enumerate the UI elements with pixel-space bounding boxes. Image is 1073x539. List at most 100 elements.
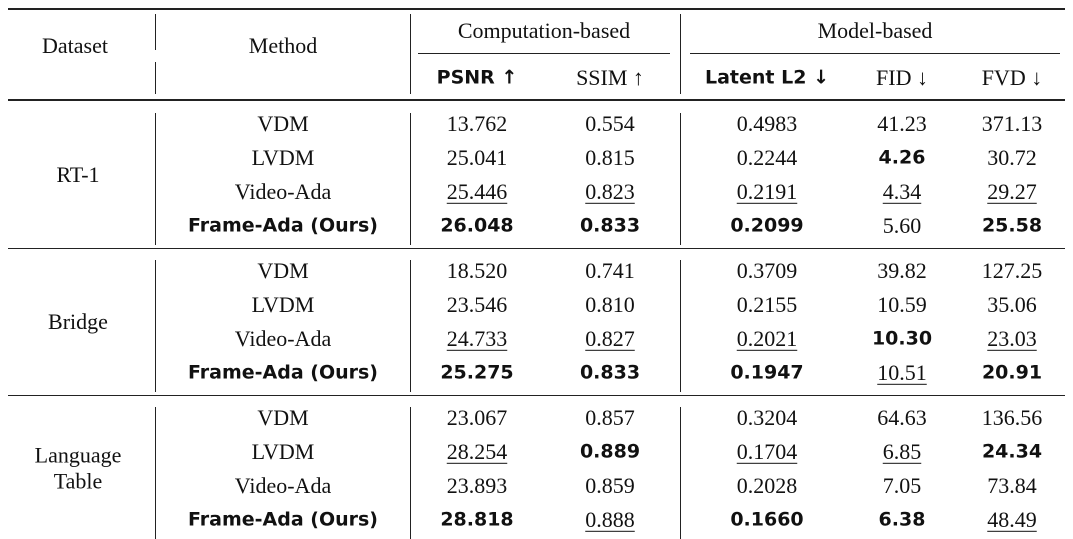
value-cell: 25.58 [981,214,1043,237]
body-vline [680,407,681,539]
value-cell: 0.810 [585,291,635,317]
method-cell: LVDM [251,291,315,317]
value-cell: 10.30 [871,327,933,350]
value-cell: 0.1704 [736,438,798,464]
metric-header: SSIM ↑ [576,64,644,90]
dataset-cell: RT-1 [56,161,100,187]
value-cell: 13.762 [446,110,508,136]
value-cell: 0.4983 [736,110,798,136]
value-cell: 20.91 [981,361,1043,384]
body-vline [410,113,411,245]
group-underline [690,53,1060,54]
value-cell: 5.60 [882,212,922,238]
body-vline [155,407,156,539]
value-cell: 0.2191 [736,178,798,204]
value-cell: 25.275 [440,361,514,384]
body-vline [680,113,681,245]
value-cell: 0.823 [585,178,635,204]
value-cell: 30.72 [987,144,1037,170]
value-cell: 0.1947 [730,361,804,384]
value-cell: 23.03 [987,325,1037,351]
value-cell: 24.733 [446,325,508,351]
header-cell: Dataset [42,32,108,58]
value-cell: 136.56 [981,404,1043,430]
value-cell: 0.857 [585,404,635,430]
method-cell: Video-Ada [234,472,332,498]
metric-header: FID ↓ [876,64,928,90]
value-cell: 127.25 [981,257,1043,283]
method-cell: VDM [257,257,309,283]
metric-header: FVD ↓ [981,64,1043,90]
value-cell: 0.741 [585,257,635,283]
value-cell: 0.554 [585,110,635,136]
value-cell: 0.2244 [736,144,798,170]
value-cell: 6.38 [878,508,926,531]
value-cell: 41.23 [877,110,927,136]
method-cell: VDM [257,110,309,136]
value-cell: 73.84 [987,472,1037,498]
value-cell: 0.833 [579,214,641,237]
method-cell: Frame-Ada (Ours) [188,361,378,384]
body-vline [410,260,411,392]
method-cell: LVDM [251,438,315,464]
body-vline [410,407,411,539]
value-cell: 0.3709 [736,257,798,283]
value-cell: 64.63 [877,404,927,430]
value-cell: 23.893 [446,472,508,498]
value-cell: 0.888 [585,506,635,532]
body-vline [680,260,681,392]
value-cell: 25.041 [446,144,508,170]
value-cell: 4.34 [882,178,922,204]
method-cell: Video-Ada [234,325,332,351]
value-cell: 0.815 [585,144,635,170]
group-header: Model-based [817,17,933,43]
value-cell: 0.833 [579,361,641,384]
value-cell: 7.05 [882,472,922,498]
value-cell: 4.26 [878,146,926,169]
metric-header: PSNR ↑ [436,66,518,89]
value-cell: 48.49 [987,506,1037,532]
method-cell: Frame-Ada (Ours) [188,214,378,237]
value-cell: 0.2155 [736,291,798,317]
header-vline [155,62,156,94]
value-cell: 35.06 [987,291,1037,317]
value-cell: 0.2021 [736,325,798,351]
value-cell: 25.446 [446,178,508,204]
dataset-cell: Language Table [34,442,122,494]
top-rule [8,8,1065,10]
header-rule [8,99,1065,101]
header-vline [680,14,681,94]
value-cell: 29.27 [987,178,1037,204]
header-vline [410,14,411,94]
value-cell: 18.520 [446,257,508,283]
value-cell: 0.859 [585,472,635,498]
body-vline [155,113,156,245]
value-cell: 0.1660 [730,508,804,531]
value-cell: 26.048 [440,214,514,237]
value-cell: 0.889 [579,440,641,463]
header-vline [155,14,156,50]
value-cell: 24.34 [981,440,1043,463]
method-cell: LVDM [251,144,315,170]
value-cell: 0.3204 [736,404,798,430]
value-cell: 10.59 [877,291,927,317]
dataset-cell: Bridge [48,308,108,334]
method-cell: Frame-Ada (Ours) [188,508,378,531]
metric-header: Latent L2 ↓ [705,66,829,89]
value-cell: 371.13 [981,110,1043,136]
value-cell: 23.067 [446,404,508,430]
method-cell: Video-Ada [234,178,332,204]
value-cell: 23.546 [446,291,508,317]
header-cell: Method [248,32,318,58]
value-cell: 28.818 [440,508,514,531]
value-cell: 0.2099 [730,214,804,237]
group-rule [8,395,1065,396]
value-cell: 0.2028 [736,472,798,498]
value-cell: 10.51 [877,359,927,385]
group-header: Computation-based [457,17,631,43]
method-cell: VDM [257,404,309,430]
body-vline [155,260,156,392]
value-cell: 28.254 [446,438,508,464]
group-underline [418,53,670,54]
